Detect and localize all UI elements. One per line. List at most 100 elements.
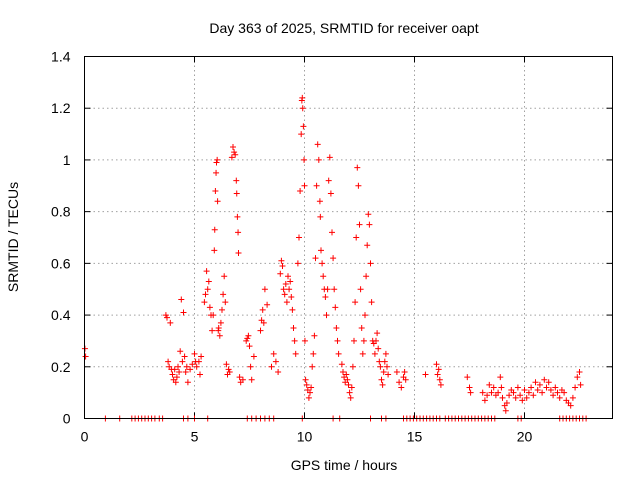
data-point [236,374,243,381]
data-point [301,156,308,163]
data-point [484,392,491,399]
data-point [296,234,302,241]
data-point [556,394,563,401]
data-point [294,260,301,267]
data-point [359,350,366,357]
data-point [309,363,316,370]
data-point [171,366,178,373]
data-point [313,182,320,189]
data-point [318,247,324,254]
data-point [528,384,535,391]
data-point [338,361,345,368]
y-tick-labels: 0 0.2 0.4 0.6 0.8 1 1.2 1.4 [51,49,71,427]
data-point [422,371,429,378]
data-point [182,368,189,375]
data-point [499,394,506,401]
data-point [380,368,387,375]
data-point [245,332,252,339]
x-tick-label: 5 [191,429,199,445]
data-point [246,343,253,350]
data-point [299,105,306,112]
data-point [514,384,521,391]
data-point [436,376,443,383]
data-point [517,392,524,399]
data-point [385,371,392,378]
data-point [488,389,495,396]
data-point [282,281,289,288]
data-point [490,384,497,391]
data-point [319,260,326,267]
data-point [270,350,277,357]
data-point [333,325,340,331]
data-point [291,337,298,344]
data-point [364,242,371,249]
chart-title: Day 363 of 2025, SRMTID for receiver oap… [209,20,478,36]
data-point [278,257,285,264]
data-point [502,407,509,414]
data-point [288,293,295,300]
data-point [433,361,440,368]
data-point [202,291,209,298]
data-point [178,296,185,303]
data-point [176,368,183,375]
data-point [512,394,519,401]
data-point [495,389,502,396]
data-point [360,337,367,344]
data-point [437,381,444,388]
data-point [329,229,335,236]
data-point [82,353,89,360]
data-point [378,376,385,383]
data-point [325,177,332,184]
data-point [510,389,517,396]
data-point [250,353,257,360]
data-point [354,164,361,171]
y-tick-label: 0.4 [51,307,71,323]
data-point [261,286,268,293]
data-point [327,190,334,197]
data-point [396,379,403,386]
data-point [162,312,169,319]
data-point [184,379,191,386]
data-point [506,392,513,399]
data-point [219,306,225,313]
data-point [355,182,362,189]
data-point [189,361,196,368]
x-tick-labels: 0 5 10 15 20 [81,429,533,445]
x-tick-label: 15 [407,429,423,445]
data-point [574,374,581,381]
data-point [233,177,240,184]
data-point [334,337,341,344]
data-point [213,159,220,166]
data-point [314,141,321,148]
y-tick-label: 1.4 [51,49,71,65]
data-point [214,156,221,163]
data-point [286,286,293,293]
plot-frame [84,56,613,419]
data-point [373,337,379,344]
data-point [292,350,299,357]
data-point [214,198,221,205]
data-point [541,376,548,383]
data-point [302,376,309,383]
data-point [244,335,251,342]
data-point [301,337,308,344]
data-point [497,374,504,381]
x-axis-label: GPS time / hours [291,457,398,473]
data-point [193,363,200,370]
data-point [197,371,203,378]
data-point [366,221,373,228]
data-point [381,358,388,365]
data-point [179,358,186,365]
data-point [402,376,409,383]
data-point [223,361,230,368]
data-point [198,353,205,360]
data-point [362,312,368,319]
data-point [301,182,308,189]
y-tick-label: 0.6 [51,255,71,271]
data-point [530,392,537,399]
data-point [552,384,559,391]
data-point [268,363,275,370]
data-point [211,226,218,233]
data-point [310,350,317,357]
